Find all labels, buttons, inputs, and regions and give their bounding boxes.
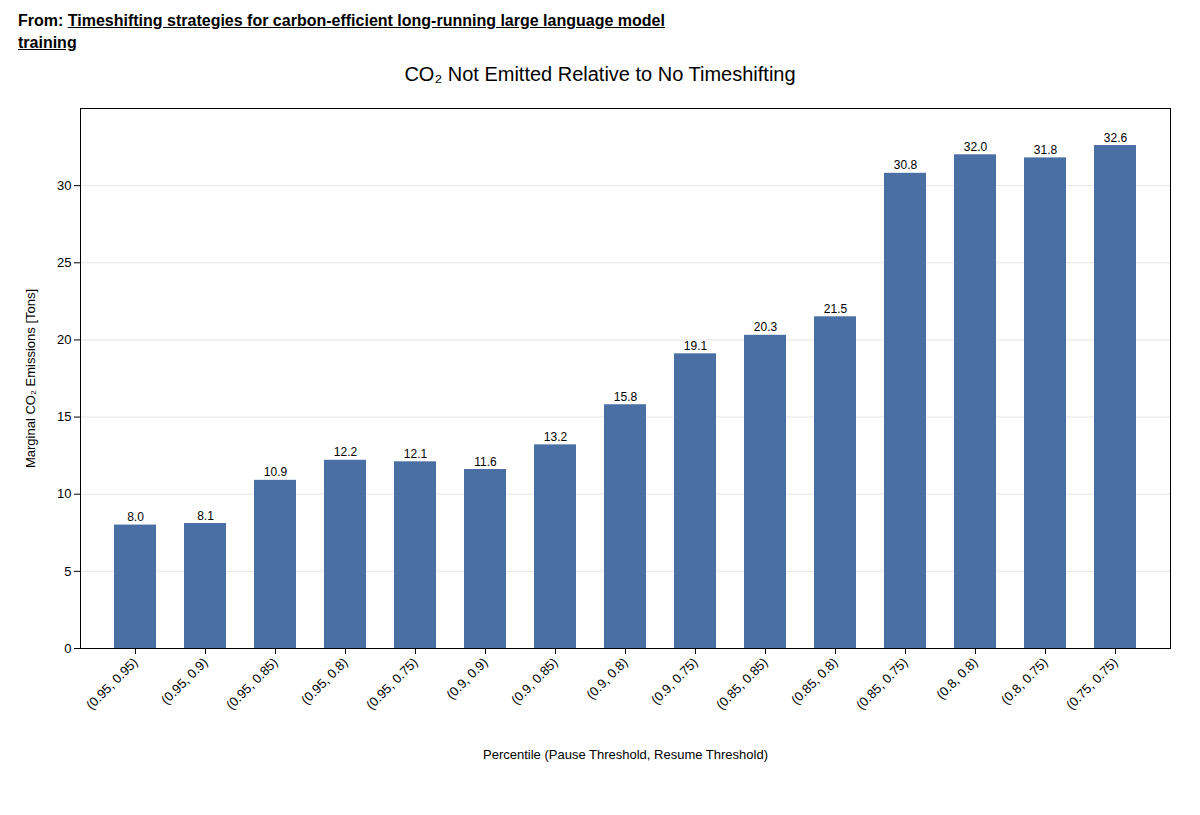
svg-text:0: 0 [64, 641, 71, 656]
svg-text:32.0: 32.0 [964, 140, 988, 154]
svg-text:Percentile (Pause Threshold, R: Percentile (Pause Threshold, Resume Thre… [483, 747, 768, 762]
svg-text:30.8: 30.8 [894, 158, 918, 172]
svg-text:(0.95, 0.9): (0.95, 0.9) [158, 655, 211, 708]
svg-text:(0.85, 0.85): (0.85, 0.85) [713, 655, 771, 713]
svg-text:(0.9, 0.85): (0.9, 0.85) [508, 655, 561, 708]
svg-text:(0.8, 0.75): (0.8, 0.75) [998, 655, 1051, 708]
svg-text:25: 25 [57, 255, 71, 270]
svg-text:Marginal CO₂ Emissions [Tons]: Marginal CO₂ Emissions [Tons] [23, 289, 38, 468]
svg-text:(0.85, 0.75): (0.85, 0.75) [853, 655, 911, 713]
html-text:training: training [18, 33, 77, 51]
svg-text:8.1: 8.1 [197, 509, 214, 523]
svg-text:(0.95, 0.85): (0.95, 0.85) [223, 655, 281, 713]
svg-text:11.6: 11.6 [474, 455, 497, 469]
svg-text:10: 10 [57, 487, 71, 502]
svg-text:(0.95, 0.8): (0.95, 0.8) [298, 655, 351, 708]
svg-text:12.2: 12.2 [334, 445, 358, 459]
html-text:CO₂ Not Emitted Relative to No: CO₂ Not Emitted Relative to No Timeshift… [404, 63, 796, 86]
svg-text:10.9: 10.9 [264, 466, 288, 480]
svg-text:12.1: 12.1 [404, 447, 428, 461]
svg-text:13.2: 13.2 [544, 430, 568, 444]
svg-text:(0.95, 0.75): (0.95, 0.75) [363, 655, 421, 713]
svg-text:(0.8, 0.8): (0.8, 0.8) [933, 655, 980, 702]
svg-text:(0.95, 0.95): (0.95, 0.95) [83, 655, 141, 713]
svg-text:19.1: 19.1 [684, 339, 708, 353]
svg-text:31.8: 31.8 [1034, 143, 1058, 157]
svg-text:32.6: 32.6 [1104, 131, 1128, 145]
svg-text:(0.75, 0.75): (0.75, 0.75) [1063, 655, 1121, 713]
svg-text:8.0: 8.0 [127, 510, 144, 524]
svg-text:20: 20 [57, 332, 71, 347]
svg-text:15: 15 [57, 409, 71, 424]
html-text:From: Timeshifting strategies: From: Timeshifting strategies for carbon… [18, 12, 665, 29]
svg-text:(0.85, 0.8): (0.85, 0.8) [788, 655, 841, 708]
svg-text:(0.9, 0.9): (0.9, 0.9) [443, 655, 490, 702]
svg-text:15.8: 15.8 [614, 390, 638, 404]
svg-text:5: 5 [64, 564, 71, 579]
svg-text:21.5: 21.5 [824, 302, 848, 316]
svg-text:20.3: 20.3 [754, 320, 778, 334]
svg-text:(0.9, 0.8): (0.9, 0.8) [583, 655, 630, 702]
svg-text:(0.9, 0.75): (0.9, 0.75) [648, 655, 701, 708]
svg-text:30: 30 [57, 178, 71, 193]
